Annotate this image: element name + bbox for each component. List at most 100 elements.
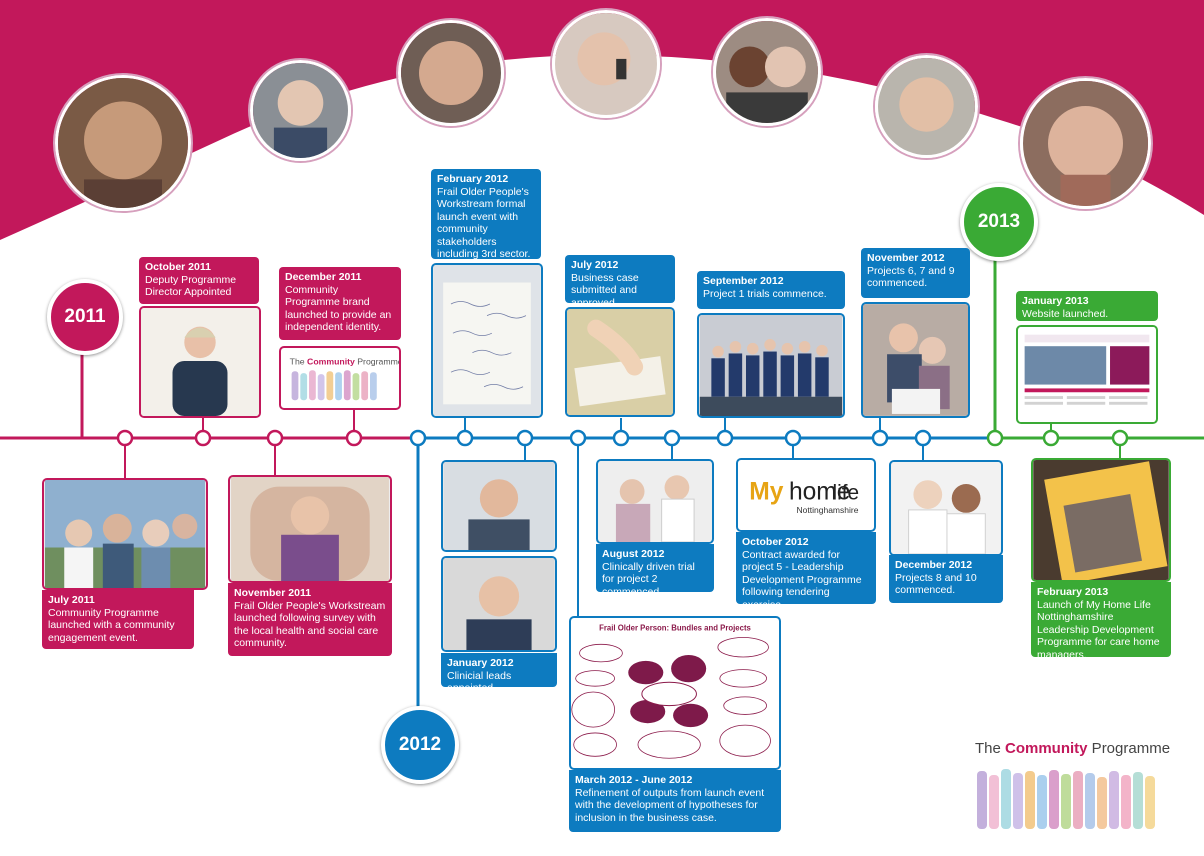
node-oct2011 bbox=[194, 429, 212, 447]
myhomelife-home: home bbox=[789, 479, 850, 506]
diagram-title: Frail Older Person: Bundles and Projects bbox=[599, 624, 751, 633]
event-date: October 2011 bbox=[145, 261, 211, 273]
node-jul2011 bbox=[116, 429, 134, 447]
year-2011-badge: 2011 bbox=[47, 279, 123, 355]
event-text: Frail Older People's Workstream launched… bbox=[234, 599, 386, 650]
portrait-woman-on-phone bbox=[552, 10, 660, 118]
event-feb2013: February 2013 Launch of My Home Life Not… bbox=[1031, 582, 1171, 661]
node-dec2012 bbox=[914, 429, 932, 447]
year-2013-badge: 2013 bbox=[960, 183, 1038, 261]
event-mar2012: March 2012 - June 2012 Refinement of out… bbox=[569, 770, 781, 832]
photo-launch-event-poster bbox=[431, 263, 543, 418]
event-date: February 2013 bbox=[1037, 586, 1109, 598]
logo-figures bbox=[977, 769, 1155, 829]
photo-clinical-lead-1 bbox=[441, 460, 557, 552]
event-date: September 2012 bbox=[703, 275, 784, 287]
node-aug2012 bbox=[663, 429, 681, 447]
logo-community: Community bbox=[1005, 740, 1088, 757]
brand-logo-card: The Community Programme bbox=[279, 346, 401, 410]
bundles-projects-diagram: Frail Older Person: Bundles and Projects bbox=[569, 616, 781, 770]
event-sep2012: September 2012 Project 1 trials commence… bbox=[697, 271, 845, 309]
event-date: December 2011 bbox=[285, 271, 362, 283]
event-jan2013: January 2013 Website launched. bbox=[1016, 291, 1158, 321]
event-date: March 2012 - June 2012 bbox=[575, 774, 693, 786]
node-jul2012 bbox=[612, 429, 630, 447]
node-feb2013 bbox=[1111, 429, 1129, 447]
event-text: Deputy Programme Director Appointed bbox=[145, 273, 237, 299]
event-date: November 2012 bbox=[867, 252, 945, 264]
event-date: August 2012 bbox=[602, 548, 665, 560]
logo-programme: Programme bbox=[1087, 740, 1171, 757]
event-jan2012: January 2012 Clinicial leads appointed. bbox=[441, 653, 557, 694]
event-feb2012: February 2012 Frail Older People's Works… bbox=[431, 169, 541, 261]
event-oct2011: October 2011 Deputy Programme Director A… bbox=[139, 257, 259, 304]
portrait-elderly-woman-3 bbox=[875, 55, 978, 158]
node-mar2012 bbox=[569, 429, 587, 447]
event-dec2012: December 2012 Projects 8 and 10 commence… bbox=[889, 555, 1003, 603]
svg-text:The Community Programme: The Community Programme bbox=[290, 356, 399, 366]
event-text: Business case submitted and approved. bbox=[571, 271, 639, 309]
my-home-life-logo-card: My home life Nottinghamshire bbox=[736, 458, 876, 532]
photo-clinician-with-patient bbox=[596, 459, 714, 544]
event-text: Projects 8 and 10 commenced. bbox=[895, 571, 977, 597]
node-2013 bbox=[986, 429, 1004, 447]
photo-my-home-life-brochure bbox=[1031, 458, 1171, 582]
event-date: July 2012 bbox=[571, 259, 619, 271]
event-text: Refinement of outputs from launch event … bbox=[575, 786, 765, 824]
photo-nurses bbox=[889, 460, 1003, 556]
event-text: Community Programme brand launched to pr… bbox=[285, 283, 392, 334]
event-date: November 2011 bbox=[234, 587, 312, 599]
photo-website-screenshot bbox=[1016, 325, 1158, 424]
myhomelife-life: life bbox=[832, 482, 859, 505]
node-feb2012 bbox=[456, 429, 474, 447]
portrait-elderly-man bbox=[250, 60, 351, 161]
portrait-two-women bbox=[713, 18, 821, 126]
event-text: Project 1 trials commence. bbox=[703, 287, 827, 300]
community-programme-logo: The Community Programme bbox=[975, 740, 1170, 835]
node-nov2011 bbox=[266, 429, 284, 447]
photo-clinical-lead-2 bbox=[441, 556, 557, 652]
logo-the: The bbox=[975, 740, 1006, 757]
node-jan2012-start bbox=[409, 429, 427, 447]
event-jul2011: July 2011 Community Programme launched w… bbox=[42, 590, 194, 649]
node-dec2011 bbox=[345, 429, 363, 447]
event-dec2011: December 2011 Community Programme brand … bbox=[279, 267, 401, 340]
photo-care-team bbox=[697, 313, 845, 418]
event-text: Contract awarded for project 5 - Leaders… bbox=[742, 548, 862, 611]
portrait-elderly-woman-2 bbox=[398, 20, 504, 126]
portrait-elderly-woman-4 bbox=[1020, 78, 1151, 209]
photo-community-event bbox=[42, 478, 208, 590]
photo-signing-document bbox=[565, 307, 675, 417]
photo-deputy-director bbox=[139, 306, 261, 418]
event-text: Clinicial leads appointed. bbox=[447, 669, 512, 695]
event-jul2012: July 2012 Business case submitted and ap… bbox=[565, 255, 675, 309]
event-date: October 2012 bbox=[742, 536, 809, 548]
node-oct2012 bbox=[784, 429, 802, 447]
myhomelife-my: My bbox=[749, 479, 783, 506]
event-date: January 2013 bbox=[1022, 295, 1089, 307]
event-date: July 2011 bbox=[48, 594, 95, 606]
event-text: Clinically driven trial for project 2 co… bbox=[602, 560, 695, 598]
event-text: Website launched. bbox=[1022, 307, 1109, 320]
year-2012-badge: 2012 bbox=[381, 706, 459, 784]
myhomelife-region: Nottinghamshire bbox=[797, 505, 859, 515]
node-jan2012 bbox=[516, 429, 534, 447]
event-text: Launch of My Home Life Nottinghamshire L… bbox=[1037, 598, 1160, 661]
event-aug2012: August 2012 Clinically driven trial for … bbox=[596, 544, 714, 598]
event-oct2012: October 2012 Contract awarded for projec… bbox=[736, 532, 876, 611]
logo-wordmark: The Community Programme bbox=[975, 740, 1170, 757]
event-text: Projects 6, 7 and 9 commenced. bbox=[867, 264, 955, 290]
event-date: January 2012 bbox=[447, 657, 514, 669]
node-jan2013 bbox=[1042, 429, 1060, 447]
event-date: December 2012 bbox=[895, 559, 973, 571]
photo-elderly-woman-chair bbox=[228, 475, 392, 583]
event-nov2012: November 2012 Projects 6, 7 and 9 commen… bbox=[861, 248, 970, 298]
portrait-elderly-woman-1 bbox=[55, 75, 191, 211]
event-date: February 2012 bbox=[437, 173, 509, 185]
event-text: Community Programme launched with a comm… bbox=[48, 606, 175, 644]
event-text: Frail Older People's Workstream formal l… bbox=[437, 185, 531, 261]
node-nov2012 bbox=[871, 429, 889, 447]
node-sep2012 bbox=[716, 429, 734, 447]
photo-couple-laptop bbox=[861, 302, 970, 418]
